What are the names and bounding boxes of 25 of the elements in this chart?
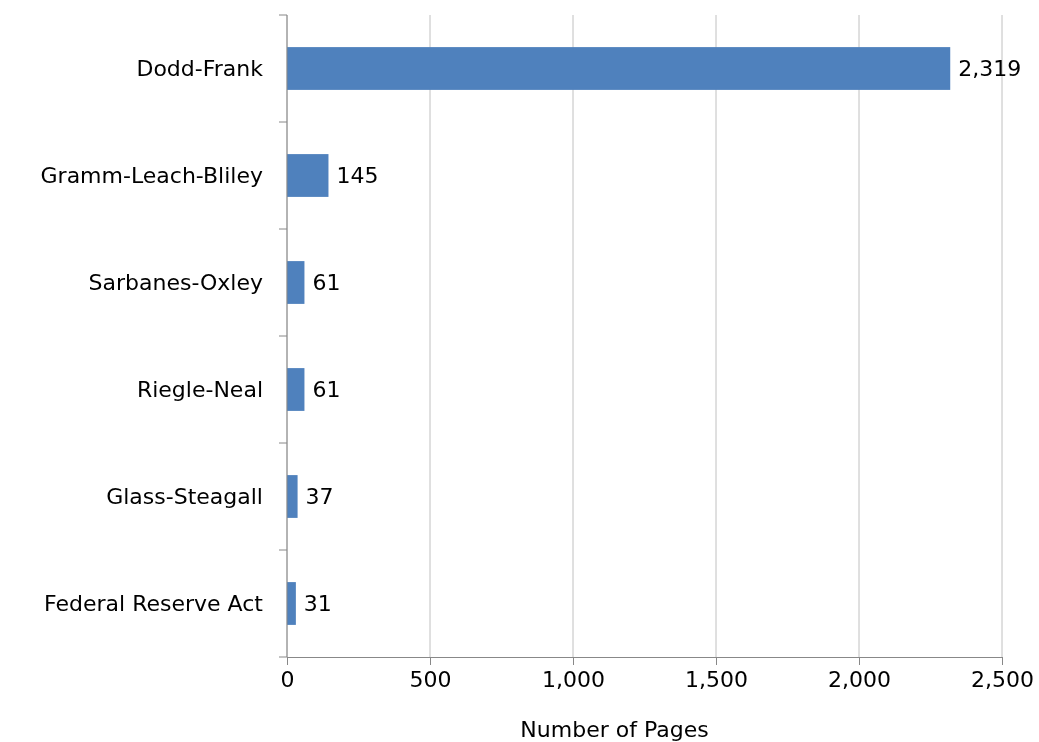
y-tick-label: Glass-Steagall (106, 483, 263, 509)
bar (287, 582, 296, 625)
y-tick-label: Gramm-Leach-Bliley (40, 162, 263, 188)
y-tick-label: Federal Reserve Act (44, 590, 264, 616)
x-tick-label: 1,500 (685, 666, 748, 692)
bar (287, 261, 305, 304)
bar (287, 47, 951, 90)
x-tick-label: 500 (409, 666, 452, 692)
data-label: 61 (312, 377, 341, 403)
y-tick-label: Riegle-Neal (136, 376, 263, 402)
x-tick-label: 2,500 (971, 666, 1034, 692)
bar (287, 475, 298, 518)
x-tick-label: 0 (280, 666, 295, 692)
data-label: 145 (336, 163, 379, 189)
data-label: 31 (303, 591, 332, 617)
y-tick-label: Dodd-Frank (136, 55, 264, 81)
x-tick-label: 1,000 (542, 666, 605, 692)
bar (287, 154, 329, 197)
x-axis-title: Number of Pages (520, 717, 709, 742)
x-tick-label: 2,000 (828, 666, 891, 692)
bar (287, 368, 305, 411)
data-label: 37 (305, 484, 334, 510)
data-label: 2,319 (958, 56, 1022, 82)
y-tick-label: Sarbanes-Oxley (88, 269, 263, 295)
data-label: 61 (312, 270, 341, 296)
